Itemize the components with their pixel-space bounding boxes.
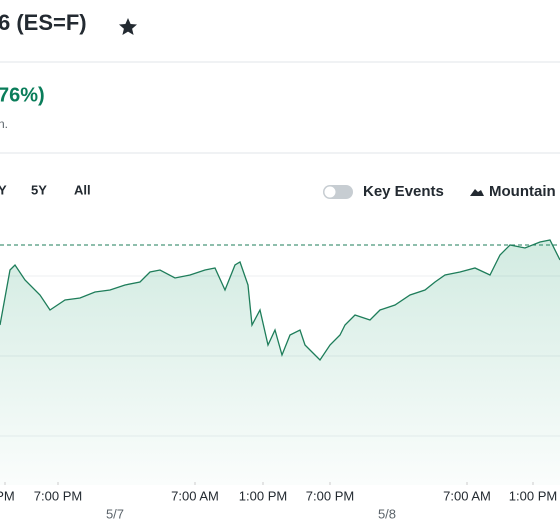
- x-tick-label: 7:00 AM: [171, 488, 219, 503]
- x-tick-label: 7:00 AM: [443, 488, 491, 503]
- range-button[interactable]: 5Y: [31, 182, 47, 197]
- note: n.: [0, 117, 8, 131]
- x-tick-label: 7:00 PM: [306, 488, 354, 503]
- mountain-icon: [470, 189, 484, 196]
- range-button[interactable]: All: [74, 182, 91, 197]
- price-line: [0, 239, 560, 362]
- title: 6 (ES=F): [0, 10, 87, 35]
- change: 76%): [0, 84, 45, 106]
- key-events[interactable]: Key Events: [363, 183, 444, 200]
- toggle-knob: [323, 185, 337, 199]
- x-tick-label: PM: [0, 488, 15, 503]
- x-tick-label: 1:00 PM: [239, 488, 287, 503]
- x-tick-label: 7:00 PM: [34, 488, 82, 503]
- range-button[interactable]: Y: [0, 182, 7, 197]
- date-label: 5/7: [106, 506, 124, 521]
- x-tick-label: 1:00 PM: [509, 488, 557, 503]
- area-fill: [0, 240, 560, 485]
- chart-style[interactable]: Mountain: [489, 183, 556, 200]
- date-label: 5/8: [378, 506, 396, 521]
- watch-star[interactable]: [119, 18, 137, 35]
